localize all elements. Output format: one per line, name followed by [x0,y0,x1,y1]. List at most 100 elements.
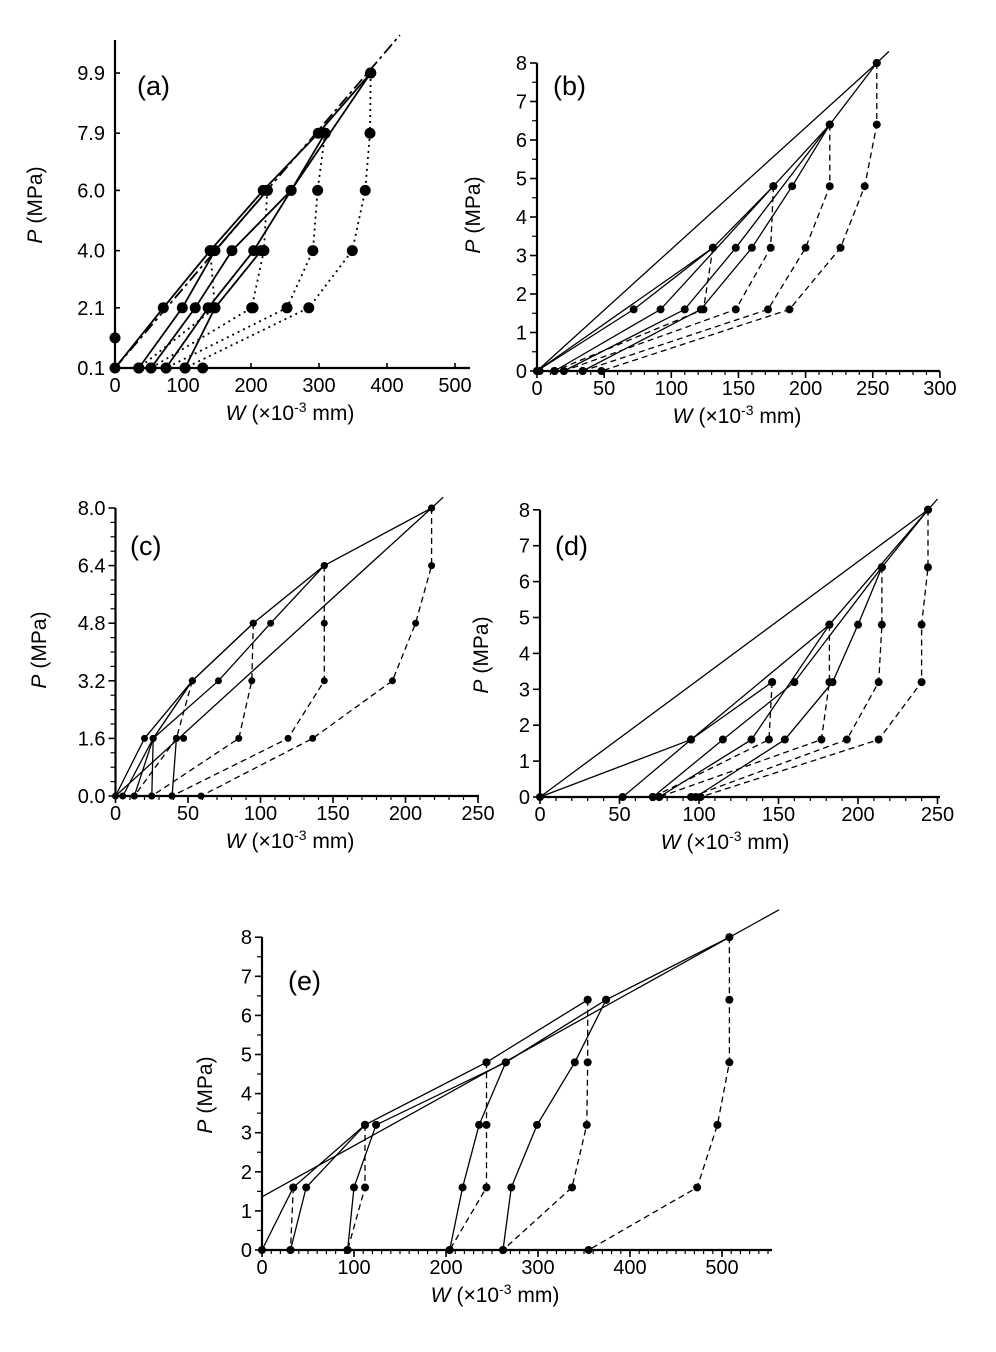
x-axis-unit-exponent: -3 [294,399,307,415]
data-point [197,362,209,374]
y-axis-variable: P [470,680,493,694]
data-point [482,1120,491,1129]
data-point [180,734,188,742]
series-line-dashed [200,508,433,797]
data-point [550,367,559,375]
series-line-solid [151,507,432,797]
x-tick-label: 250 [856,378,889,400]
data-point [769,182,778,191]
x-tick-label: 50 [177,803,199,825]
data-point [696,793,705,801]
series-line-dotted [150,190,269,369]
panel-label: (e) [288,966,321,996]
data-point [141,734,148,742]
data-point [261,184,273,196]
data-point [785,305,794,314]
data-point [208,245,220,257]
data-point [877,620,886,629]
series-line-solid [536,50,890,372]
y-axis-title: P (MPa) [470,616,493,693]
series-line-solid [165,72,372,369]
data-point [157,302,169,314]
y-axis-title: P (MPa) [194,1056,217,1133]
x-axis-unit-exponent: -3 [729,828,742,844]
y-tick-label: 6 [241,1005,252,1027]
y-axis-unit: (MPa) [24,166,47,223]
y-tick-label: 4 [519,643,530,665]
y-tick-label: 0 [516,361,527,383]
data-point [584,1246,593,1254]
series-line-dashed [690,567,883,798]
data-point [764,735,773,744]
data-point [320,562,328,570]
series-line-dotted [138,250,216,369]
x-tick-label: 0 [109,375,120,397]
data-point [267,619,275,627]
data-point [536,793,544,801]
data-point [680,305,689,314]
x-tick-label: 300 [923,378,956,400]
data-point [372,1120,381,1129]
data-point [583,995,592,1004]
series-line-solid [138,189,268,369]
y-tick-label: 7 [241,966,252,988]
data-point [568,1183,577,1192]
x-axis-title: W (×10-3 mm) [226,399,355,425]
x-axis-unit-prefix: (×10 [251,830,294,853]
data-point [877,563,886,572]
x-axis-unit-suffix: mm) [512,1284,560,1307]
series-line-solid [563,124,831,372]
x-axis-unit-suffix: mm) [307,830,355,853]
data-point [307,245,319,257]
series-line-dashed [151,623,254,797]
data-point [350,1183,358,1192]
data-point [747,243,756,252]
x-tick-label: 150 [762,804,795,826]
chart-panel-b: 0 50 100 150 200 250 300 0 1 2 3 4 5 6 7 8 (b) P (MPa) W (×1… [462,50,957,428]
data-point [501,1058,510,1067]
x-tick-label: 400 [613,1257,646,1279]
data-point [648,793,657,801]
data-point [602,995,611,1004]
data-point [763,305,772,314]
data-point [725,995,734,1004]
x-axis-unit-prefix: (×10 [686,831,729,854]
data-point [176,302,188,314]
data-point [618,793,627,801]
data-point [179,362,191,374]
x-axis-variable: W [431,1284,453,1307]
x-tick-label: 500 [438,375,471,397]
y-tick-label: 6.4 [78,556,106,578]
y-tick-label: 4.8 [78,613,106,635]
panel-label: (a) [137,71,170,101]
data-point [303,302,315,314]
data-point [687,735,696,744]
data-point [872,120,881,129]
series-line-solid [171,737,184,797]
data-point [289,1183,298,1192]
data-point [559,367,568,375]
series-line-solid [449,1062,507,1251]
y-tick-label: 4 [241,1084,252,1106]
data-point [923,505,932,514]
data-point [828,678,837,687]
data-point [109,332,121,344]
series-line-solid [539,681,773,798]
data-point [872,59,881,67]
y-tick-label: 3 [241,1123,252,1145]
y-axis-unit: (MPa) [462,176,485,233]
data-point [258,1246,266,1254]
data-point [788,182,797,191]
data-point [312,184,324,196]
x-axis-unit-exponent: -3 [294,827,307,843]
data-point [482,1183,491,1192]
y-tick-label: 1.6 [78,728,106,750]
data-point [693,1183,702,1192]
y-tick-label: 0 [241,1240,252,1262]
y-axis-title: P (MPa) [24,166,47,243]
x-tick-label: 250 [921,804,954,826]
series-line-dashed [449,1062,488,1251]
data-point [209,302,221,314]
data-point [854,620,862,629]
